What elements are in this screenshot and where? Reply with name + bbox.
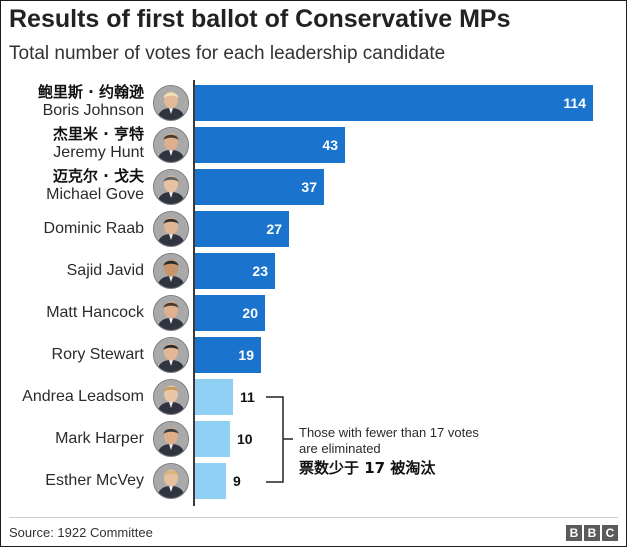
candidate-label: Mark Harper: [55, 417, 144, 459]
person-icon: [154, 254, 188, 288]
candidate-name-chinese: 鲍里斯 · 约翰逊: [37, 83, 144, 101]
bar-value-label: 19: [238, 347, 254, 363]
bar-value-label: 20: [242, 305, 258, 321]
candidate-portrait: [153, 379, 189, 415]
bar-value-label: 10: [237, 431, 253, 447]
person-icon: [154, 86, 188, 120]
candidate-portrait: [153, 169, 189, 205]
candidate-name: Sajid Javid: [66, 261, 144, 279]
candidate-portrait: [153, 211, 189, 247]
candidate-portrait: [153, 127, 189, 163]
candidate-name: Michael Gove: [46, 186, 144, 203]
bar-value-label: 114: [563, 95, 586, 111]
candidate-name: Dominic Raab: [43, 219, 144, 237]
candidate-portrait: [153, 295, 189, 331]
person-icon: [154, 338, 188, 372]
candidate-name: Andrea Leadsom: [22, 387, 144, 405]
elimination-note-chinese: 票数少于 17 被淘汰: [299, 459, 436, 477]
candidate-portrait: [153, 337, 189, 373]
bar: [195, 127, 345, 163]
candidate-name: Jeremy Hunt: [53, 144, 144, 161]
bar-value-label: 11: [240, 389, 255, 405]
chart-row: Andrea Leadsom 11: [1, 375, 626, 417]
bbc-logo: B B C: [566, 525, 618, 541]
bar: [195, 253, 275, 289]
chart-row: Matt Hancock 20: [1, 291, 626, 333]
candidate-label: Andrea Leadsom: [22, 375, 144, 417]
bbc-logo-block: B: [584, 525, 600, 541]
candidate-name: Esther McVey: [45, 471, 144, 489]
chart-row: Mark Harper 10: [1, 417, 626, 459]
chart-subtitle: Total number of votes for each leadershi…: [9, 43, 446, 64]
person-icon: [154, 464, 188, 498]
bar: [195, 169, 324, 205]
bar-value-label: 43: [322, 137, 338, 153]
person-icon: [154, 380, 188, 414]
candidate-label: 杰里米 · 亨特 Jeremy Hunt: [53, 123, 144, 165]
candidate-name: Matt Hancock: [46, 303, 144, 321]
person-icon: [154, 170, 188, 204]
chart-row: Dominic Raab 27: [1, 207, 626, 249]
candidate-label: Dominic Raab: [44, 207, 144, 249]
bar-value-label: 23: [252, 263, 268, 279]
chart-title: Results of first ballot of Conservative …: [9, 5, 511, 33]
candidate-label: Esther McVey: [45, 459, 144, 501]
bbc-logo-block: B: [566, 525, 582, 541]
chart-row: 迈克尔 · 戈夫 Michael Gove 37: [1, 165, 626, 207]
bar: [195, 295, 265, 331]
chart-row: 鲍里斯 · 约翰逊 Boris Johnson 114: [1, 81, 626, 123]
candidate-portrait: [153, 421, 189, 457]
source-credit: Source: 1922 Committee: [9, 525, 153, 540]
person-icon: [154, 128, 188, 162]
y-axis-line: [193, 80, 195, 506]
candidate-portrait: [153, 463, 189, 499]
bar-value-label: 9: [233, 473, 241, 489]
candidate-label: 迈克尔 · 戈夫 Michael Gove: [46, 165, 144, 207]
bar: [195, 421, 230, 457]
candidate-portrait: [153, 253, 189, 289]
candidate-label: 鲍里斯 · 约翰逊 Boris Johnson: [38, 81, 144, 123]
candidate-label: Matt Hancock: [46, 291, 144, 333]
bbc-logo-block: C: [602, 525, 618, 541]
elimination-note: Those with fewer than 17 votes are elimi…: [299, 425, 499, 478]
bar: [195, 337, 261, 373]
chart-row: Rory Stewart 19: [1, 333, 626, 375]
candidate-name: Mark Harper: [55, 429, 144, 447]
footer-divider: [9, 517, 618, 518]
chart-row: 杰里米 · 亨特 Jeremy Hunt 43: [1, 123, 626, 165]
candidate-name-chinese: 杰里米 · 亨特: [52, 125, 144, 143]
person-icon: [154, 422, 188, 456]
bar: [195, 211, 289, 247]
bar: [195, 379, 233, 415]
bar: [195, 85, 593, 121]
bar: [195, 463, 226, 499]
bar-value-label: 37: [301, 179, 317, 195]
candidate-name: Boris Johnson: [42, 102, 144, 119]
candidate-name: Rory Stewart: [51, 345, 144, 363]
chart-row: Sajid Javid 23: [1, 249, 626, 291]
bar-value-label: 27: [266, 221, 282, 237]
candidate-portrait: [153, 85, 189, 121]
candidate-label: Sajid Javid: [67, 249, 144, 291]
chart-row: Esther McVey 9: [1, 459, 626, 501]
person-icon: [154, 296, 188, 330]
candidate-name-chinese: 迈克尔 · 戈夫: [52, 167, 144, 185]
person-icon: [154, 212, 188, 246]
elimination-note-english: Those with fewer than 17 votes are elimi…: [299, 425, 479, 456]
candidate-label: Rory Stewart: [52, 333, 144, 375]
